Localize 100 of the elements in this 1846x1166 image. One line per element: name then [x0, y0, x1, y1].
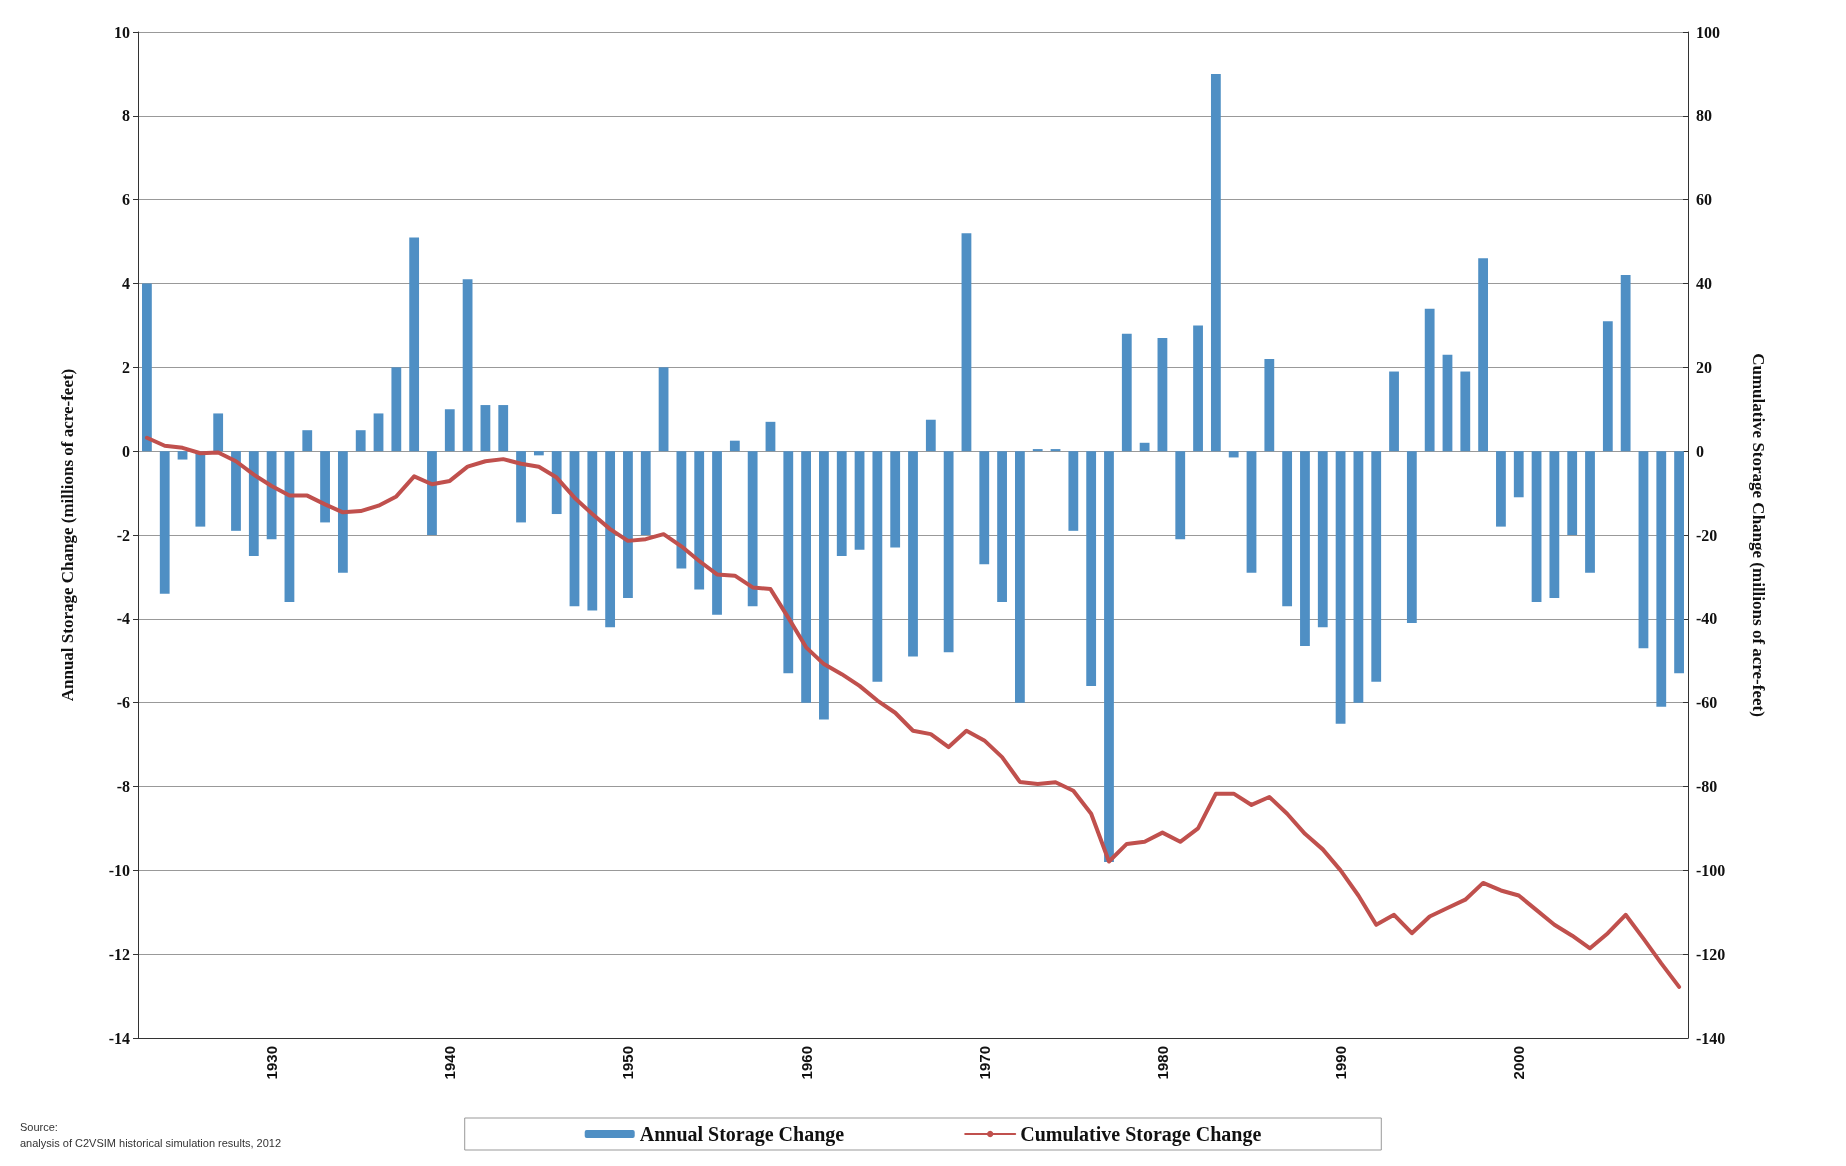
y-tick-label: 4: [122, 275, 130, 292]
bar: [1585, 451, 1595, 573]
y-tick-label: -2: [116, 526, 130, 544]
bar: [498, 405, 509, 452]
bar: [462, 279, 473, 452]
bar: [337, 451, 348, 573]
bar: [1513, 451, 1524, 498]
bar: [355, 430, 366, 452]
bar: [925, 419, 936, 452]
bar: [729, 440, 740, 452]
y2-tick-label: -20: [1696, 526, 1718, 544]
y2-tick-label: -80: [1696, 778, 1718, 795]
bar: [1068, 451, 1079, 531]
bar: [1406, 451, 1417, 624]
y-tick-label: -12: [108, 945, 130, 963]
bar: [961, 233, 972, 452]
bar: [658, 367, 669, 452]
bar: [1478, 258, 1489, 452]
bar: [1335, 451, 1346, 724]
bar: [1264, 358, 1275, 452]
y2-axis-title: Cumulative Storage Change (millions of acre-feet): [1749, 353, 1768, 717]
bar: [1531, 451, 1542, 603]
y2-tick-label: -140: [1696, 1029, 1726, 1047]
y-tick-label: 10: [114, 23, 130, 41]
y-tick-label: -14: [108, 1029, 130, 1047]
source-note: Source:: [20, 1120, 58, 1133]
y-tick-label: -10: [108, 861, 130, 879]
bar: [872, 451, 883, 682]
bar: [908, 451, 918, 657]
x-tick-label: 1970: [975, 1046, 993, 1080]
bar: [1549, 451, 1560, 598]
y-tick-label: 0: [122, 442, 130, 460]
x-tick-label: 1980: [1153, 1046, 1171, 1080]
bar: [213, 413, 224, 452]
bar: [1193, 325, 1203, 452]
bar: [1371, 451, 1382, 682]
y-tick-label: -8: [116, 778, 130, 795]
y-tick-label: 6: [122, 191, 130, 209]
bar: [1353, 451, 1364, 703]
bar: [516, 451, 526, 523]
bar: [836, 451, 847, 556]
bar: [587, 451, 598, 611]
bar: [1246, 451, 1257, 573]
y2-tick-label: 100: [1696, 23, 1720, 41]
bar: [819, 451, 829, 720]
bar: [1228, 451, 1239, 458]
bar: [765, 421, 776, 452]
y2-tick-label: -100: [1696, 861, 1726, 879]
bar: [890, 451, 901, 548]
bar: [177, 451, 188, 460]
legend-label: Annual Storage Change: [639, 1123, 845, 1146]
bar: [1282, 451, 1293, 607]
bar: [195, 451, 206, 527]
x-tick-label: 1960: [797, 1046, 815, 1080]
bar: [1567, 451, 1578, 535]
y-tick-label: 2: [122, 358, 130, 376]
bar: [1032, 449, 1043, 452]
bar: [266, 451, 277, 540]
bar: [1442, 354, 1453, 452]
bar: [801, 451, 811, 703]
bar: [943, 451, 954, 653]
x-tick-label: 2000: [1510, 1046, 1528, 1080]
bar: [1424, 308, 1435, 452]
bar: [409, 237, 420, 452]
bar: [391, 367, 402, 452]
bar: [1121, 333, 1132, 452]
y2-tick-label: 60: [1696, 191, 1712, 209]
bar: [551, 451, 562, 515]
y2-tick-label: -60: [1696, 694, 1718, 712]
bar: [1175, 451, 1186, 540]
bar: [605, 451, 616, 628]
bar: [373, 413, 384, 452]
bar: [1460, 371, 1471, 452]
bar: [231, 451, 241, 531]
y2-tick-label: -40: [1696, 610, 1718, 628]
bar: [712, 451, 722, 615]
bar: [979, 451, 990, 565]
legend-label: Cumulative Storage Change: [1020, 1123, 1262, 1146]
bar: [320, 451, 330, 523]
bar: [694, 451, 705, 590]
bar: [783, 451, 794, 674]
bar: [444, 409, 455, 452]
bar: [854, 451, 865, 550]
x-tick-label: 1930: [263, 1046, 281, 1080]
bar: [1602, 321, 1613, 452]
bar: [1015, 451, 1025, 703]
bar: [1638, 451, 1649, 649]
bar: [1139, 442, 1150, 452]
y2-tick-label: 80: [1696, 107, 1712, 125]
bar: [1157, 337, 1168, 452]
bar: [480, 405, 491, 452]
bar: [1210, 73, 1221, 452]
bar: [1620, 275, 1631, 452]
y-tick-label: -4: [116, 610, 130, 628]
y-tick-label: -6: [116, 694, 130, 712]
x-tick-label: 1990: [1332, 1046, 1350, 1080]
bar: [427, 451, 437, 535]
y2-tick-label: -120: [1696, 945, 1726, 963]
bar: [676, 451, 687, 569]
bar: [1086, 451, 1097, 686]
